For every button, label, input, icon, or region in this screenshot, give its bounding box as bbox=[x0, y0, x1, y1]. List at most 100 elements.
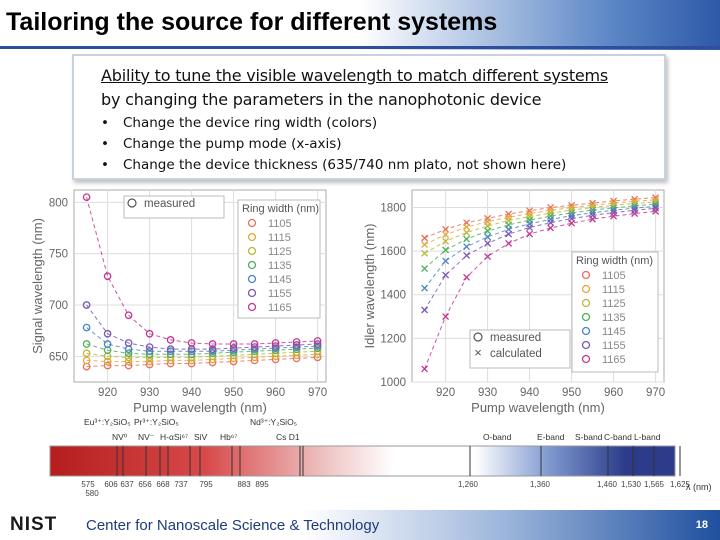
data-point bbox=[313, 347, 322, 356]
org-name: Center for Nanoscale Science & Technolog… bbox=[86, 517, 380, 534]
spectrum-top-label: O-band bbox=[483, 432, 512, 442]
data-point bbox=[484, 227, 492, 235]
legend-entry: 1105 bbox=[602, 270, 626, 282]
data-point bbox=[484, 239, 492, 247]
data-point bbox=[442, 313, 450, 321]
x-tick-label: 920 bbox=[436, 387, 455, 399]
data-point bbox=[568, 209, 576, 217]
x-tick-label: 950 bbox=[224, 387, 243, 399]
x-tick-label: 930 bbox=[478, 387, 497, 399]
data-point bbox=[145, 350, 154, 359]
legend-entry: 1125 bbox=[602, 298, 626, 310]
data-point bbox=[484, 233, 492, 241]
data-point bbox=[526, 210, 534, 218]
spectrum-tick-label: 895 bbox=[255, 480, 269, 489]
spectrum-tick-label: 656 bbox=[138, 480, 152, 489]
legend-swatch bbox=[581, 340, 591, 350]
data-point bbox=[526, 207, 534, 215]
y-tick-label: 1200 bbox=[380, 333, 406, 345]
y-tick-label: 800 bbox=[49, 197, 68, 209]
spectrum-top-label: Hb⁶⁷ bbox=[220, 432, 237, 442]
idler-chart: 920 930 940 950 960 970 1000 1200 1400 1600 1800 Pu… bbox=[362, 189, 665, 415]
data-point bbox=[547, 224, 555, 232]
spectrum-tick-label: 883 bbox=[237, 480, 251, 489]
spectrum-tick-label: 606 bbox=[104, 480, 118, 489]
data-point bbox=[442, 231, 450, 239]
x-tick-label: 970 bbox=[646, 387, 665, 399]
series-line bbox=[424, 201, 656, 254]
spectrum-bar bbox=[49, 445, 676, 477]
data-point bbox=[484, 253, 492, 261]
legend-marker-circle bbox=[473, 332, 483, 342]
legend-marker-label: measured bbox=[144, 198, 195, 210]
bullet-text: Change the device thickness (635/740 nm … bbox=[123, 157, 567, 173]
data-point bbox=[103, 329, 112, 338]
data-point bbox=[568, 212, 576, 220]
callout-heading-line-1: Ability to tune the visible wavelength t… bbox=[101, 66, 609, 85]
y-tick-label: 1600 bbox=[380, 246, 406, 258]
data-point bbox=[421, 249, 429, 257]
data-point bbox=[82, 193, 91, 202]
spectrum-tick-label: 795 bbox=[199, 480, 213, 489]
spectrum-tick-label: 1,260 bbox=[458, 480, 479, 489]
data-point bbox=[145, 357, 154, 366]
bullet-text: Change the pump mode (x-axis) bbox=[123, 136, 342, 152]
y-axis-label: Idler wavelength (nm) bbox=[362, 224, 377, 349]
data-point bbox=[145, 329, 154, 338]
bullet-item: • Change the device ring width (colors) bbox=[101, 115, 378, 131]
data-point bbox=[103, 340, 112, 348]
legend-entry: 1135 bbox=[602, 312, 626, 324]
data-point bbox=[463, 251, 471, 259]
legend-entry: 1115 bbox=[268, 232, 291, 244]
data-point bbox=[229, 344, 238, 352]
data-point bbox=[421, 365, 429, 373]
legend-title: Ring width (nm) bbox=[242, 203, 319, 215]
data-point bbox=[271, 339, 280, 347]
header-rule bbox=[0, 46, 720, 49]
data-point bbox=[442, 246, 450, 254]
data-point bbox=[82, 356, 91, 365]
spectrum-tick-label: 637 bbox=[120, 480, 134, 489]
x-tick-label: 930 bbox=[140, 387, 159, 399]
bullet-item: • Change the pump mode (x-axis) bbox=[101, 136, 342, 152]
legend-swatch bbox=[581, 298, 591, 308]
callout-bullets: • Change the device ring width (colors) •… bbox=[101, 113, 566, 176]
data-point bbox=[421, 306, 429, 314]
x-axis-label: Pump wavelength (nm) bbox=[133, 400, 267, 415]
legend-swatch bbox=[247, 274, 257, 284]
data-point bbox=[187, 350, 196, 359]
slide-title: Tailoring the source for different syste… bbox=[6, 8, 498, 36]
spectrum-bar-chart: Eu³⁺:Y₂SiO₅ Pr³⁺:Y₂SiO₅ Nd³⁺:Y₂SiO₅ NV⁰ NV⁻ H… bbox=[49, 417, 712, 498]
y-tick-label: 1800 bbox=[380, 202, 406, 214]
legend-entry: 1115 bbox=[602, 284, 625, 296]
legend-title: Ring width (nm) bbox=[576, 255, 653, 267]
data-point bbox=[145, 343, 154, 351]
data-point bbox=[292, 338, 301, 346]
spectrum-tick-label: 575 bbox=[81, 480, 95, 489]
callout-box: Ability to tune the visible wavelength t… bbox=[72, 54, 666, 180]
data-point bbox=[589, 206, 597, 214]
data-point bbox=[484, 222, 492, 230]
legend-entry: 1155 bbox=[268, 288, 292, 300]
spectrum-top-label: Cs D1 bbox=[276, 432, 300, 442]
bullet-item: • Change the device thickness (635/740 nm… bbox=[101, 157, 567, 173]
legend-marker-label: calculated bbox=[490, 348, 542, 360]
data-point bbox=[631, 210, 639, 218]
data-point bbox=[652, 204, 660, 212]
x-axis-label: Pump wavelength (nm) bbox=[471, 400, 605, 415]
x-tick-label: 960 bbox=[604, 387, 623, 399]
data-point bbox=[442, 237, 450, 245]
data-point bbox=[421, 265, 429, 273]
data-point bbox=[442, 225, 450, 233]
legend-swatch bbox=[581, 354, 591, 364]
data-point bbox=[568, 206, 576, 214]
data-point bbox=[652, 202, 660, 210]
data-point bbox=[505, 239, 513, 247]
footer-gradient bbox=[0, 510, 720, 540]
spectrum-tick-label: 1,530 bbox=[621, 480, 642, 489]
slide-footer: NIST Center for Nanoscale Science & Tech… bbox=[0, 510, 720, 540]
legend-swatch bbox=[581, 326, 591, 336]
x-tick-label: 940 bbox=[520, 387, 539, 399]
legend-entry: 1125 bbox=[268, 246, 292, 258]
data-point bbox=[208, 345, 217, 353]
